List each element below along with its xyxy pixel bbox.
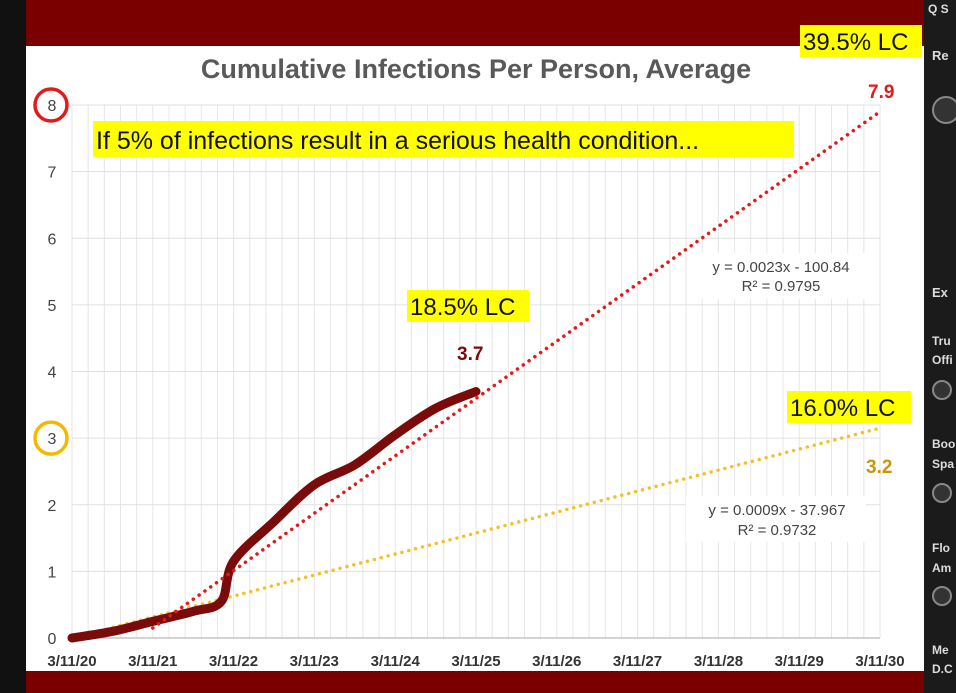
annotation-top-text: If 5% of infections result in a serious … [96, 127, 699, 155]
y-tick-label: 0 [48, 631, 57, 648]
actual-cumulative-line [67, 386, 481, 643]
sidebar-item-fragment[interactable]: Boo [932, 437, 956, 451]
equation-red-line1: y = 0.0023x - 100.84 [712, 259, 849, 276]
y-tick-label: 7 [48, 165, 57, 182]
slide-top-band [26, 0, 924, 46]
x-tick-label: 3/11/21 [128, 653, 177, 670]
y-tick-label: 5 [48, 298, 57, 315]
lc-low-highlight [787, 391, 911, 423]
sidebar-search-fragment[interactable]: Q S [928, 2, 949, 16]
window-left-edge [0, 0, 26, 693]
trend-red-line [151, 109, 882, 630]
equation-red-box [690, 253, 870, 299]
trend-yellow-line [70, 426, 882, 640]
x-tick-label: 3/11/27 [613, 653, 662, 670]
x-tick-label: 3/11/22 [209, 653, 258, 670]
y-tick-labels: 0 1 2 3 4 5 6 7 8 [48, 98, 57, 648]
x-tick-label: 3/11/24 [371, 653, 421, 670]
lc-top-highlight [800, 25, 922, 57]
sidebar-item-fragment[interactable]: Flo [932, 541, 950, 555]
equation-yellow-box [686, 496, 866, 542]
y-tick-8-red-circle [33, 87, 69, 123]
sidebar-item-fragment[interactable]: Offi [932, 353, 953, 367]
sidebar-item-fragment[interactable]: D.C [932, 662, 953, 676]
series-layer [67, 109, 882, 643]
sidebar-heading-fragment-2: Ex [932, 285, 948, 300]
y-tick-3-yellow-circle [33, 420, 69, 456]
y-tick-label: 8 [48, 98, 57, 115]
equation-yellow-line1: y = 0.0009x - 37.967 [708, 502, 845, 519]
x-tick-label: 3/11/29 [775, 653, 824, 670]
sidebar-item-fragment[interactable]: Am [932, 561, 952, 575]
grid-horizontal-lines [72, 104, 880, 639]
value-low-label: 3.2 [866, 457, 892, 478]
sidebar-avatar-icon[interactable] [932, 586, 952, 606]
sidebar-item-fragment[interactable]: Me [932, 643, 949, 657]
chart-title: Cumulative Infections Per Person, Averag… [201, 54, 751, 84]
y-tick-label: 3 [48, 431, 57, 448]
lc-top-label: 39.5% LC [803, 29, 908, 56]
sidebar-heading-fragment: Re [932, 48, 949, 63]
lc-mid-label: 18.5% LC [410, 294, 515, 321]
x-tick-label: 3/11/20 [47, 653, 96, 670]
x-tick-label: 3/11/25 [451, 653, 500, 670]
x-tick-label: 3/11/26 [532, 653, 581, 670]
value-top-label: 7.9 [868, 82, 894, 103]
lc-mid-highlight [407, 290, 529, 322]
x-tick-labels: 3/11/20 3/11/21 3/11/22 3/11/23 3/11/24 3/11/… [47, 653, 904, 670]
sidebar-avatar-icon[interactable] [932, 483, 952, 503]
x-tick-label: 3/11/28 [694, 653, 743, 670]
value-mid-label: 3.7 [457, 344, 483, 365]
y-tick-label: 6 [48, 231, 57, 248]
y-tick-label: 2 [48, 498, 57, 515]
sidebar-item-fragment[interactable]: Tru [932, 334, 951, 348]
annotation-top-highlight [93, 121, 794, 157]
equation-yellow-line2: R² = 0.9732 [738, 522, 817, 539]
sidebar-avatar-icon[interactable] [932, 380, 952, 400]
sidebar-avatar-icon[interactable] [932, 96, 956, 124]
equation-red-line2: R² = 0.9795 [742, 278, 821, 295]
lc-low-label: 16.0% LC [790, 395, 895, 422]
sidebar-item-fragment[interactable]: Spa [932, 457, 955, 471]
y-tick-label: 4 [48, 365, 57, 382]
right-sidebar-strip: Q S Re Ex Tru Offi Boo Spa Flo Am Me D.C [924, 0, 956, 693]
x-tick-label: 3/11/23 [290, 653, 339, 670]
slide-bottom-band [26, 671, 924, 693]
y-tick-label: 1 [48, 564, 57, 581]
x-tick-label: 3/11/30 [855, 653, 904, 670]
